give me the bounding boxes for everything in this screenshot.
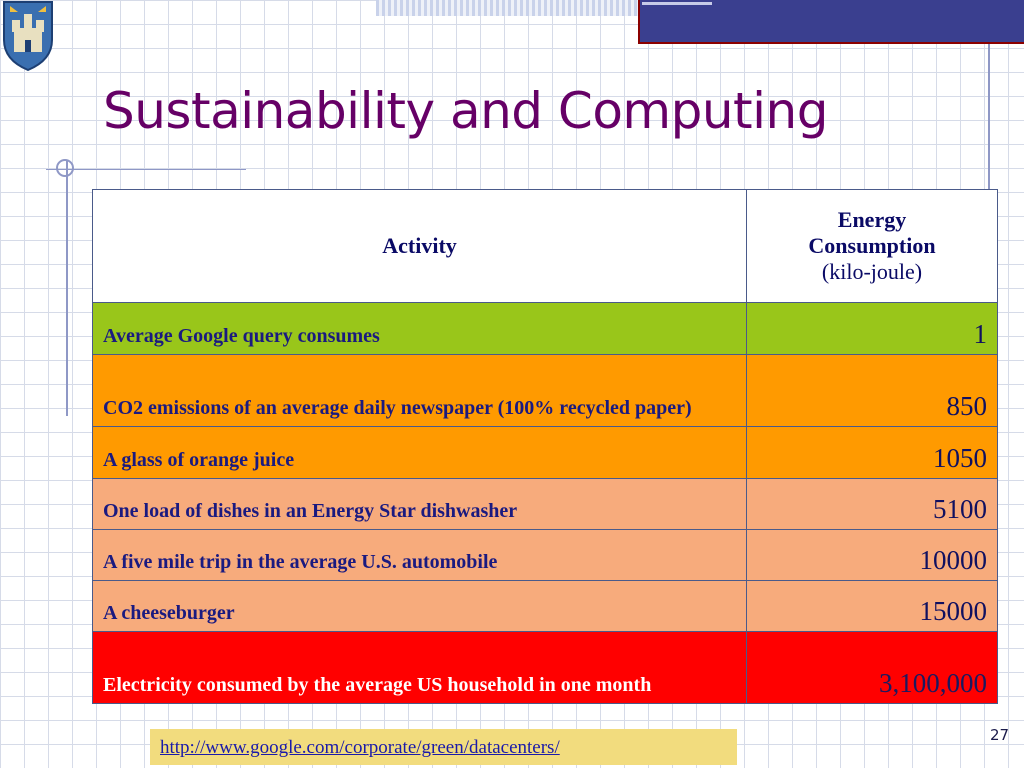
energy-value-cell: 3,100,000 [746,631,998,704]
energy-header-line1: Energy [837,207,907,232]
table-row: CO2 emissions of an average daily newspa… [92,354,998,427]
table-row: A glass of orange juice 1050 [92,426,998,479]
energy-header-line2: Consumption [808,233,936,258]
activity-cell: Electricity consumed by the average US h… [92,631,747,704]
activity-cell: A cheeseburger [92,580,747,632]
source-url-link[interactable]: http://www.google.com/corporate/green/da… [160,737,560,758]
table-header-row: Activity Energy Consumption (kilo-joule) [92,189,998,303]
energy-value-cell: 1050 [746,426,998,479]
title-underline-decoration [46,169,246,170]
activity-cell: CO2 emissions of an average daily newspa… [92,354,747,427]
table-row: One load of dishes in an Energy Star dis… [92,478,998,530]
top-decorative-strip [376,0,638,16]
activity-cell: Average Google query consumes [92,302,747,355]
energy-value-cell: 850 [746,354,998,427]
ring-ornament-icon [56,159,74,177]
table-row: Average Google query consumes 1 [92,302,998,355]
energy-consumption-table: Activity Energy Consumption (kilo-joule)… [92,189,998,704]
energy-value-cell: 1 [746,302,998,355]
energy-column-header: Energy Consumption (kilo-joule) [746,189,998,303]
activity-cell: One load of dishes in an Energy Star dis… [92,478,747,530]
energy-value-cell: 10000 [746,529,998,581]
energy-value-cell: 5100 [746,478,998,530]
slide-title: Sustainability and Computing [103,82,828,140]
energy-value-cell: 15000 [746,580,998,632]
activity-cell: A glass of orange juice [92,426,747,479]
source-url-box: http://www.google.com/corporate/green/da… [150,729,737,765]
activity-column-header: Activity [92,189,747,303]
top-accent-bar [638,0,1024,44]
right-decorative-line [988,44,990,264]
table-row: A cheeseburger 15000 [92,580,998,632]
activity-cell: A five mile trip in the average U.S. aut… [92,529,747,581]
table-row: A five mile trip in the average U.S. aut… [92,529,998,581]
table-row: Electricity consumed by the average US h… [92,631,998,704]
energy-header-unit: (kilo-joule) [821,259,923,284]
university-crest-icon [3,1,53,72]
left-decorative-line [66,160,68,416]
page-number: 27 [990,726,1010,744]
